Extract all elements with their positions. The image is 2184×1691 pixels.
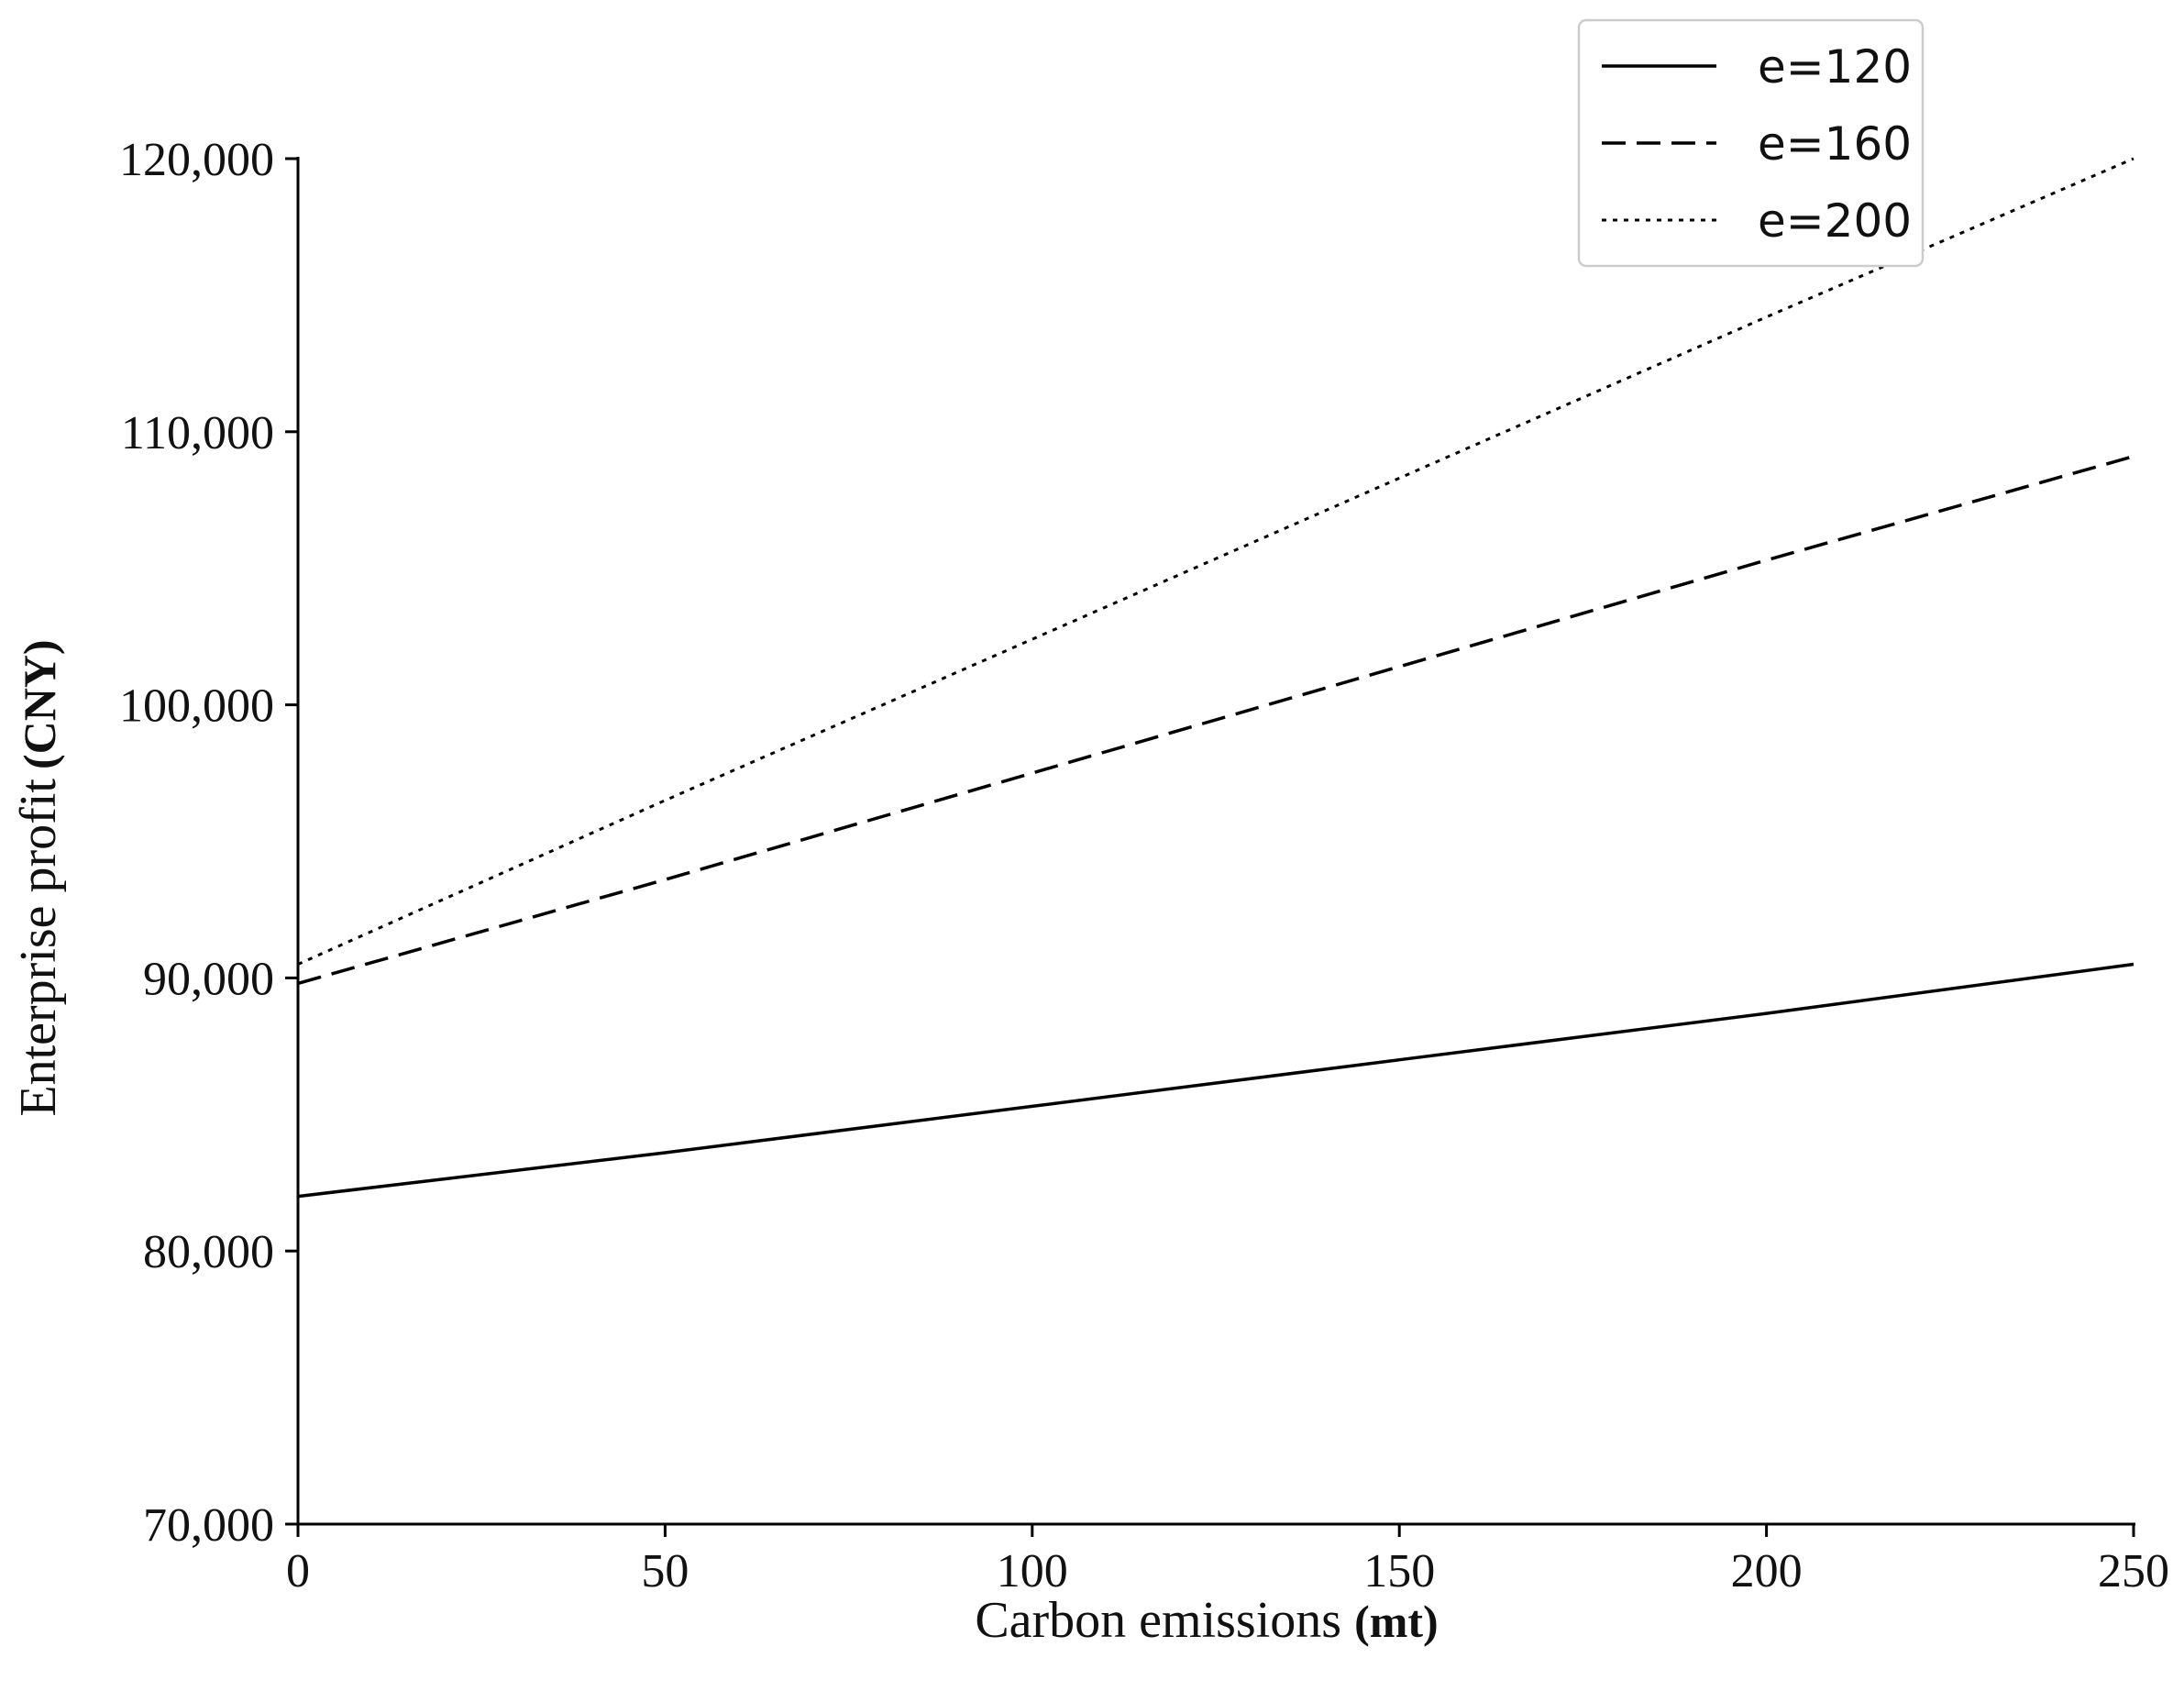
axes-layer [296, 157, 2135, 1526]
legend: e=120 e=160 e=200 [1577, 18, 1925, 268]
x-tick-label: 250 [2098, 1545, 2169, 1597]
x-tick-label: 0 [286, 1545, 310, 1597]
x-ticks: 0 50 100 150 200 250 [286, 1524, 2169, 1597]
y-tick-label: 80,000 [143, 1226, 274, 1278]
series-layer [297, 157, 2134, 1199]
x-tick-label: 200 [1731, 1545, 1803, 1597]
y-axis-unit: (CNY) [14, 639, 65, 769]
series-line-e-120 [297, 962, 2134, 1199]
x-axis-unit: (mt) [1354, 1596, 1439, 1647]
x-tick-label: 150 [1363, 1545, 1435, 1597]
legend-box [1577, 18, 1925, 268]
series-line-e-200 [297, 157, 2134, 966]
legend-label: e=160 [1758, 117, 1912, 171]
x-axis-title: Carbon emissions (mt) [975, 1592, 1438, 1649]
y-tick-label: 110,000 [121, 407, 274, 459]
y-axis-title: Enterprise profit (CNY) [10, 639, 67, 1116]
y-axis-label: Enterprise profit [10, 779, 67, 1117]
legend-label: e=200 [1758, 194, 1912, 248]
series-line-e-160 [297, 454, 2134, 986]
x-tick-label: 50 [641, 1545, 689, 1597]
x-tick-label: 100 [997, 1545, 1068, 1597]
y-ticks: 70,000 80,000 90,000 100,000 110,000 120,000 [119, 134, 298, 1552]
legend-label: e=120 [1758, 40, 1912, 94]
y-tick-label: 90,000 [143, 953, 274, 1005]
legend-entries: e=120 e=160 e=200 [1602, 40, 1912, 248]
y-tick-label: 100,000 [119, 680, 274, 733]
y-tick-label: 120,000 [119, 134, 274, 186]
y-tick-label: 70,000 [143, 1499, 274, 1552]
x-axis-label: Carbon emissions [975, 1592, 1341, 1649]
